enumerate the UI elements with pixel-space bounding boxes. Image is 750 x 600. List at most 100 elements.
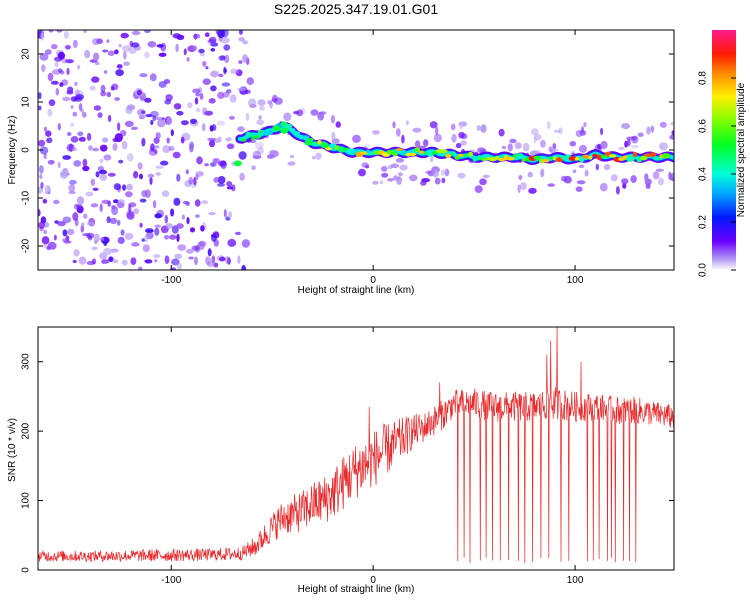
noise-blob <box>188 256 195 260</box>
colorbar-ticks: 0.0 0.2 0.4 0.6 0.8 <box>698 71 736 277</box>
ridge-blob <box>588 156 593 160</box>
noise-blob <box>546 121 551 130</box>
noise-blob <box>67 228 75 236</box>
noise-blob <box>126 153 134 162</box>
noise-blob <box>219 256 226 262</box>
noise-blob <box>217 30 225 39</box>
noise-blob <box>50 80 59 85</box>
noise-blob <box>62 216 72 224</box>
noise-blob <box>211 233 217 242</box>
noise-blob <box>73 249 80 257</box>
noise-blob <box>380 165 388 172</box>
colorbar-tick-label: 0.8 <box>698 71 709 85</box>
noise-blob <box>458 131 465 139</box>
noise-blob <box>238 30 243 35</box>
noise-blob <box>68 190 76 195</box>
noise-blob <box>312 156 316 160</box>
noise-blob <box>78 136 86 142</box>
noise-blob <box>527 171 533 178</box>
noise-blob <box>621 178 629 185</box>
noise-blob <box>100 91 107 97</box>
noise-blob <box>69 179 77 185</box>
noise-blob <box>164 214 169 224</box>
noise-blob <box>251 165 256 171</box>
noise-blob <box>645 183 651 189</box>
ridge-blob <box>626 156 635 162</box>
noise-blob <box>90 203 99 208</box>
noise-blob <box>358 168 366 177</box>
snr-panel: -100 0 100 0 100 200 300 Height of straight li… <box>7 326 675 595</box>
noise-blob <box>56 30 63 33</box>
noise-blob <box>392 121 396 129</box>
noise-blob <box>154 259 158 263</box>
noise-blob <box>130 257 137 266</box>
noise-blob <box>238 60 243 64</box>
noise-blob <box>147 41 157 48</box>
noise-blob <box>106 216 111 224</box>
snr-ytick-label: 0 <box>21 567 32 573</box>
noise-blob <box>498 128 505 137</box>
noise-blob <box>92 38 100 46</box>
noise-blob <box>150 143 155 151</box>
spectrogram-ytick-label: 0 <box>21 147 32 153</box>
ridge-blob <box>476 155 483 161</box>
spectrogram-xlabel: Height of straight line (km) <box>298 285 415 296</box>
noise-blob <box>581 126 584 134</box>
noise-blob <box>103 248 112 255</box>
ridge-blob <box>284 123 293 129</box>
spectrogram-ylabel: Frequency (Hz) <box>7 116 18 185</box>
noise-blob <box>66 67 70 76</box>
noise-blob <box>50 44 58 50</box>
noise-blob <box>78 103 83 111</box>
noise-blob <box>622 182 627 189</box>
noise-blob <box>423 139 429 147</box>
noise-blob <box>138 266 143 270</box>
noise-blob <box>399 164 408 171</box>
noise-blob <box>68 184 76 192</box>
noise-blob <box>152 254 161 258</box>
ridge-blob <box>579 157 584 163</box>
noise-blob <box>99 237 105 241</box>
noise-blob <box>40 32 45 41</box>
noise-blob <box>287 161 296 166</box>
noise-blob <box>141 190 148 198</box>
noise-blob <box>372 130 380 135</box>
noise-blob <box>129 40 133 47</box>
noise-blob <box>433 133 442 143</box>
noise-blob <box>189 227 196 233</box>
spectrogram-ytick-label: 20 <box>21 48 32 60</box>
noise-blob <box>217 176 226 184</box>
ridge-blob <box>312 141 318 146</box>
noise-blob <box>62 155 72 160</box>
noise-blob <box>173 103 182 110</box>
noise-blob <box>111 204 116 210</box>
noise-blob <box>161 190 170 198</box>
noise-blob <box>154 213 162 219</box>
noise-blob <box>90 178 96 186</box>
noise-blob <box>38 92 42 100</box>
spectrogram-ytick-label: 10 <box>21 96 32 108</box>
ridge-blob <box>498 157 506 162</box>
noise-blob <box>583 122 587 128</box>
noise-blob <box>103 154 112 161</box>
noise-blob <box>144 234 149 243</box>
ridge-blob <box>294 131 301 135</box>
noise-blob <box>223 209 227 218</box>
noise-blob <box>88 145 93 151</box>
noise-blob <box>432 172 440 177</box>
noise-blob <box>670 122 674 126</box>
snr-ytick-label: 200 <box>21 422 32 439</box>
noise-blob <box>671 172 674 178</box>
noise-blob <box>558 127 563 135</box>
noise-blob <box>99 158 104 164</box>
noise-blob <box>241 264 247 270</box>
noise-blob <box>107 114 112 123</box>
noise-blob <box>181 214 185 220</box>
ridge-blob <box>317 140 322 145</box>
noise-blob <box>177 263 182 270</box>
noise-blob <box>133 208 140 215</box>
noise-blob <box>73 203 80 210</box>
noise-blob <box>293 111 300 115</box>
noise-blob <box>63 30 69 39</box>
noise-blob <box>576 180 586 185</box>
